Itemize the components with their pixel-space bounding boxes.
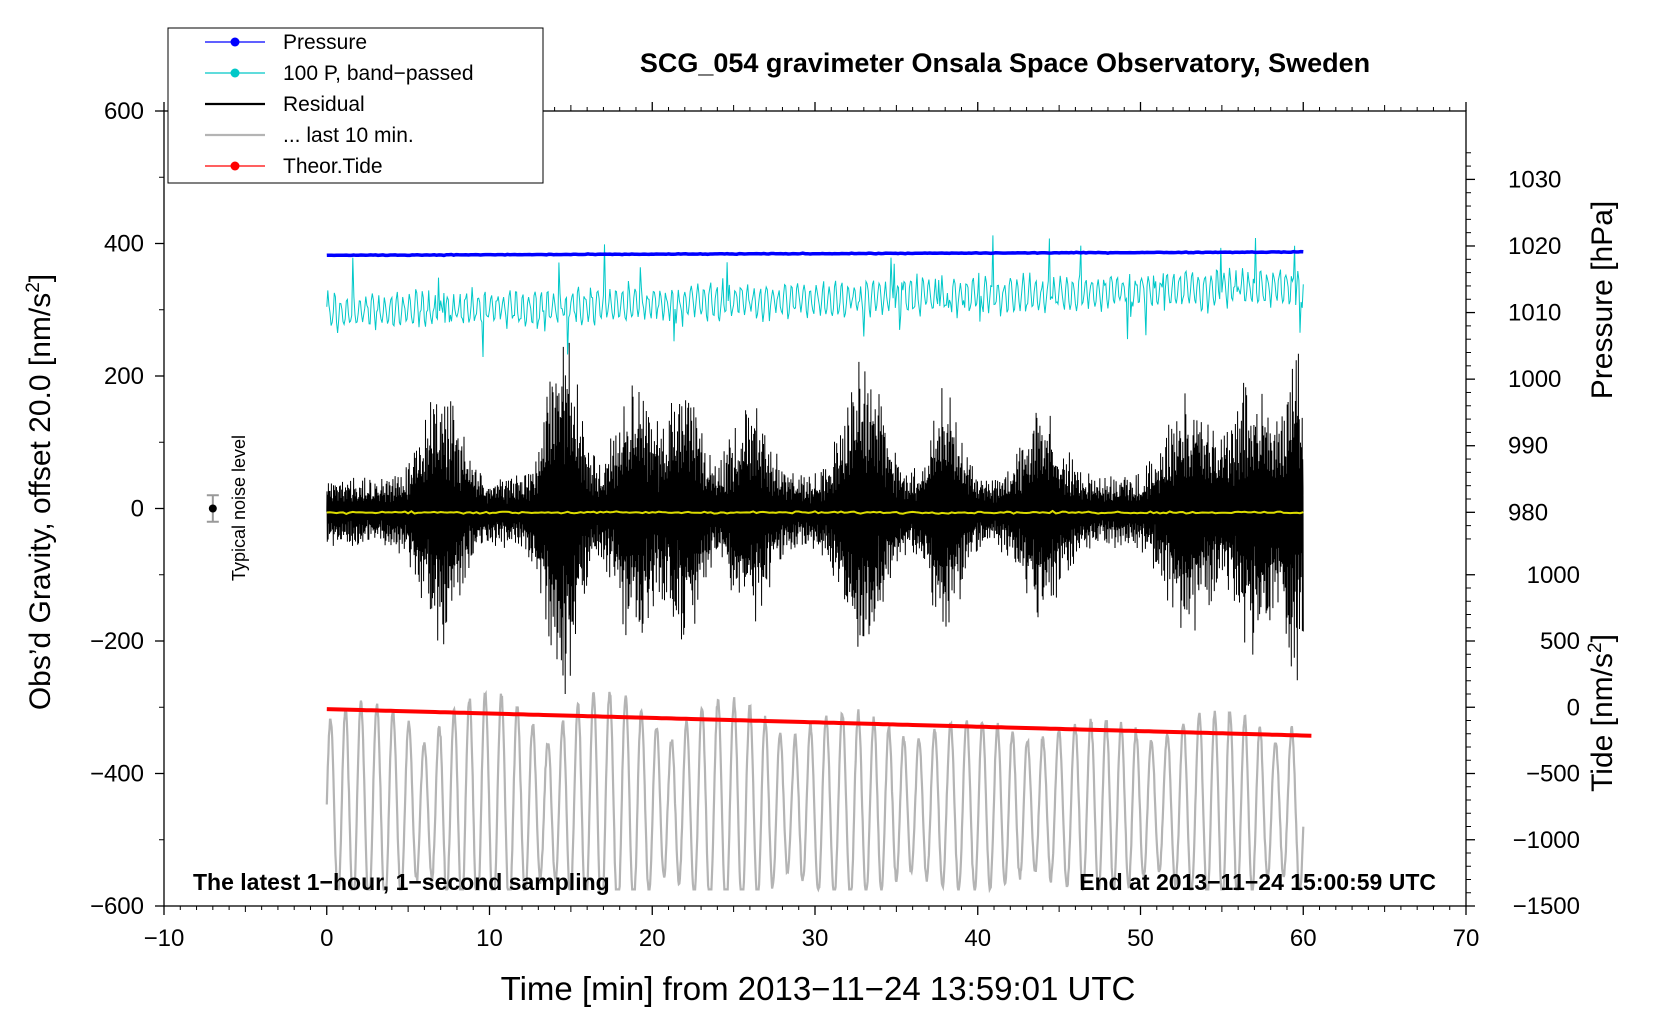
axes: −10 0 10 20 30 40 50 60 706004002000−200−400−600… (90, 98, 1580, 952)
tide-tick-label: 1000 (1527, 562, 1580, 589)
y-axis-label-left: Obs’d Gravity, offset 20.0 [nm/s2] (23, 274, 57, 710)
y-tick-label: 0 (131, 496, 144, 523)
y-tick-label: −400 (90, 761, 144, 788)
tide-tick-label: −1000 (1513, 827, 1580, 854)
pressure-tick-label: 1030 (1508, 166, 1561, 193)
legend-label: Residual (283, 93, 365, 116)
tide-tick-label: 500 (1540, 628, 1580, 655)
y-tick-label: 400 (104, 231, 144, 258)
tide-tick-label: −1500 (1513, 893, 1580, 920)
legend-marker (230, 161, 240, 171)
tide-tick-label: −500 (1526, 761, 1580, 788)
pressure-tick-label: 1020 (1508, 233, 1561, 260)
legend-label: Theor.Tide (283, 155, 383, 178)
annotation-right: End at 2013−11−24 15:00:59 UTC (1079, 869, 1436, 895)
series-running-mean (326, 509, 1304, 515)
series-pressure (326, 249, 1304, 258)
series-last-10-min (325, 689, 1305, 894)
pressure-tick-label: 990 (1508, 433, 1548, 460)
legend: Pressure 100 P, band−passed Residual ... la… (167, 27, 544, 184)
pressure-tick-label: 1010 (1508, 300, 1561, 327)
y-tick-label: −600 (90, 893, 144, 920)
y-axis-label-pressure: Pressure [hPa] (1586, 201, 1619, 399)
series-residual (326, 342, 1304, 695)
noise-point (208, 504, 217, 513)
noise-indicator-label: Typical noise level (229, 435, 249, 581)
x-tick-label: 70 (1453, 925, 1480, 952)
legend-marker (230, 68, 240, 78)
legend-marker (230, 37, 240, 47)
annotation-left: The latest 1−hour, 1−second sampling (193, 869, 610, 895)
tide-tick-label: 0 (1567, 694, 1580, 721)
x-tick-label: 20 (639, 925, 666, 952)
pressure-tick-label: 1000 (1508, 366, 1561, 393)
pressure-tick-label: 980 (1508, 499, 1548, 526)
series-theor-tide (326, 707, 1312, 738)
plot-area (325, 235, 1312, 894)
legend-box (167, 27, 544, 184)
x-tick-label: −10 (144, 925, 185, 952)
series-bandpassed-pressure (326, 235, 1304, 358)
legend-label: ... last 10 min. (283, 124, 414, 147)
x-tick-label: 40 (964, 925, 991, 952)
x-axis-label: Time [min] from 2013−11−24 13:59:01 UTC (501, 970, 1136, 1007)
y-tick-label: 200 (104, 363, 144, 390)
legend-label: Pressure (283, 31, 367, 54)
x-tick-label: 0 (320, 925, 333, 952)
x-tick-label: 60 (1290, 925, 1317, 952)
y-tick-label: 600 (104, 98, 144, 125)
legend-label: 100 P, band−passed (283, 62, 474, 85)
x-tick-label: 30 (802, 925, 829, 952)
x-tick-label: 10 (476, 925, 503, 952)
chart-title: SCG_054 gravimeter Onsala Space Observat… (640, 48, 1370, 78)
y-axis-label-tide: Tide [nm/s2] (1585, 634, 1619, 792)
y-tick-label: −200 (90, 628, 144, 655)
x-tick-label: 50 (1127, 925, 1154, 952)
